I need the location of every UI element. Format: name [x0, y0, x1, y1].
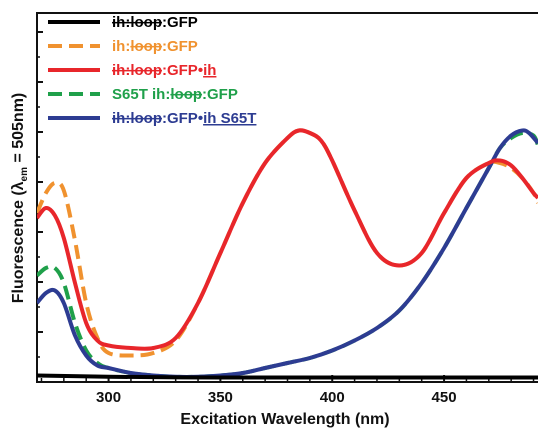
- series-line-4: [37, 128, 538, 379]
- axis-ticks: 300 350 400 450: [37, 31, 535, 406]
- legend-entry-1-part-2: :GFP: [162, 38, 198, 55]
- legend-entry-3-part-0: S65T ih:: [112, 86, 170, 103]
- legend-entry-4-part-1: :GFP•: [162, 110, 203, 127]
- y-axis-title-main: Fluorescence (λ: [10, 181, 27, 303]
- x-tick-label-450: 450: [432, 389, 457, 406]
- legend-entry-3-part-2: :GFP: [202, 86, 238, 103]
- legend-entry-3: S65T ih:loop:GFP: [112, 86, 238, 103]
- legend-entry-1-part-0: ih:: [112, 38, 130, 55]
- legend-entry-3-part-1: loop: [170, 86, 202, 103]
- series-line-3: [37, 130, 538, 379]
- y-axis-title-tail: = 505nm): [10, 93, 27, 167]
- legend-entry-2-part-2: ih: [203, 62, 216, 79]
- legend-entry-2-part-1: :GFP•: [162, 62, 203, 79]
- legend-entry-0: ih:loop:GFP: [112, 14, 198, 31]
- y-axis-title: Fluorescence (λem = 505nm): [10, 93, 30, 304]
- legend: ih:loop:GFPih:loop:GFPih:loop:GFP•ihS65T…: [48, 14, 256, 127]
- series-line-0: [37, 373, 538, 380]
- legend-entry-4-part-2: ih S65T: [203, 110, 256, 127]
- legend-entry-2-part-0: ih:loop: [112, 62, 162, 79]
- y-axis-title-subscript: em: [19, 167, 30, 182]
- x-tick-label-300: 300: [96, 389, 121, 406]
- x-axis-title: Excitation Wavelength (nm): [180, 411, 389, 428]
- legend-entry-2: ih:loop:GFP•ih: [112, 62, 216, 79]
- legend-entry-0-part-0: ih:loop: [112, 14, 162, 31]
- x-tick-label-350: 350: [208, 389, 233, 406]
- legend-entry-4-part-0: ih:loop: [112, 110, 162, 127]
- legend-entry-1: ih:loop:GFP: [112, 38, 198, 55]
- series-line-1: [37, 128, 538, 358]
- legend-entry-1-part-1: loop: [130, 38, 162, 55]
- legend-entry-4: ih:loop:GFP•ih S65T: [112, 110, 256, 127]
- x-tick-label-400: 400: [320, 389, 345, 406]
- legend-entry-0-part-1: :GFP: [162, 14, 198, 31]
- plot-frame: [36, 12, 538, 383]
- series-lines: [37, 128, 538, 380]
- series-line-2: [37, 128, 538, 351]
